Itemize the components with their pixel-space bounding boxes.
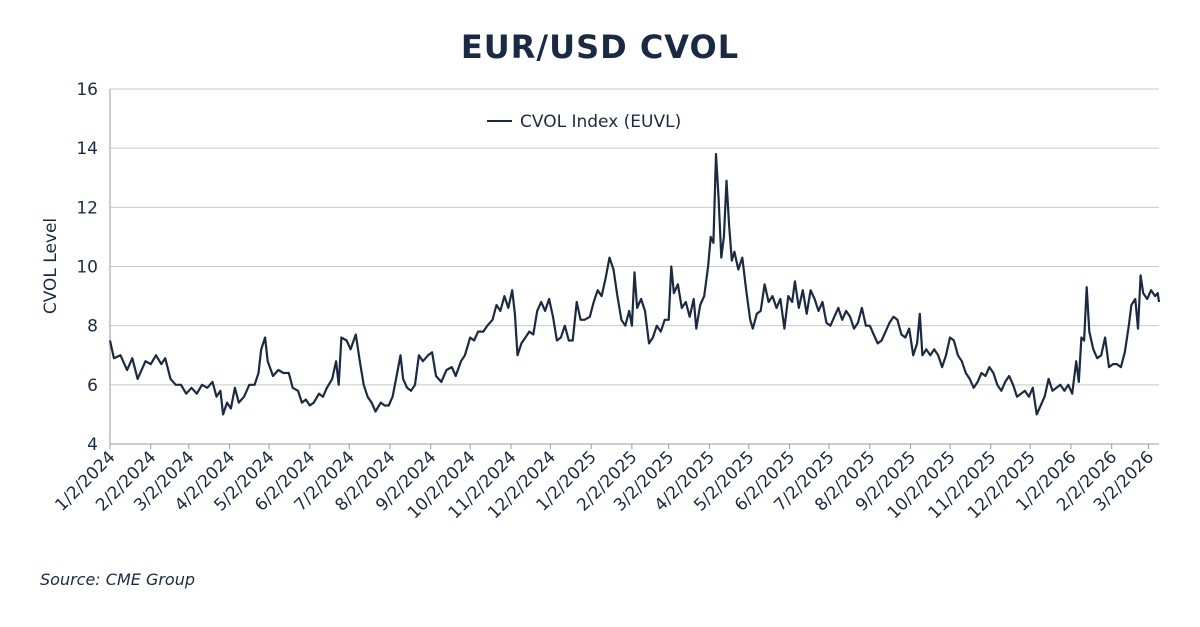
line-chart: 4 6 8 10 12 14 16 1/2/20242/2/20243/2/20244/2/… [41,80,1161,523]
source-note: Source: CME Group [40,570,196,589]
x-axis: 1/2/20242/2/20243/2/20244/2/20245/2/2024… [51,443,1159,523]
y-tick-label: 14 [76,139,98,159]
chart-title: EUR/USD CVOL [460,28,740,66]
legend: CVOL Index (EUVL) [487,112,681,132]
y-tick-label: 12 [76,198,98,218]
y-axis: 4 6 8 10 12 14 16 [76,80,111,455]
y-tick-label: 4 [87,435,98,455]
grid-lines [110,88,1159,386]
legend-label: CVOL Index (EUVL) [520,112,681,132]
series-line [108,153,1161,416]
y-tick-label: 16 [76,80,98,100]
series-lines [108,153,1161,416]
y-tick-label: 10 [76,258,98,278]
y-tick-label: 6 [87,376,98,396]
y-axis-label: CVOL Level [41,218,61,314]
y-tick-label: 8 [87,317,98,337]
